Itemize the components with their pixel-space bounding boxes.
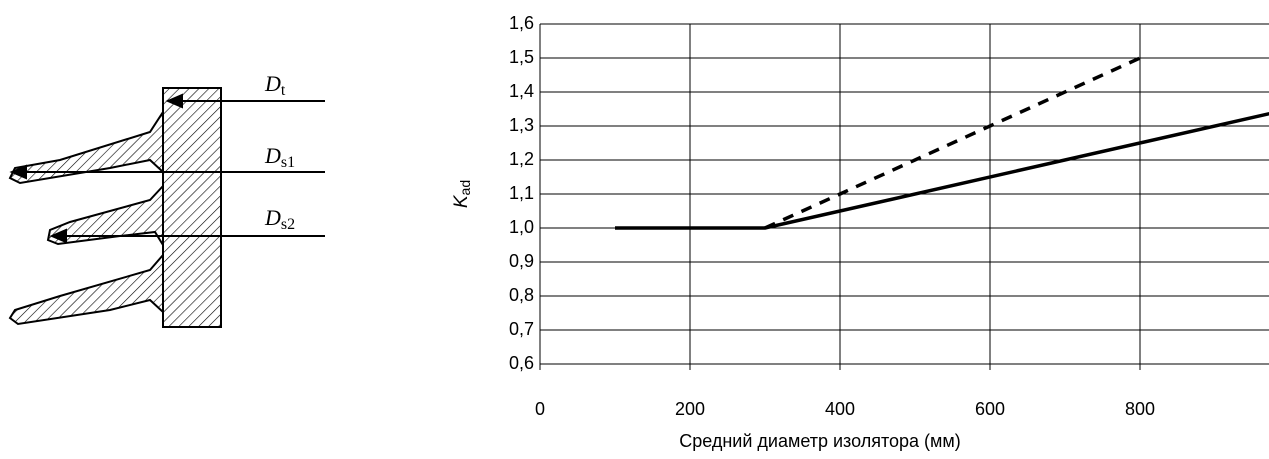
data-line (764, 56, 1141, 230)
diagram-label: Ds2 (264, 205, 295, 233)
label-main: D (264, 205, 281, 230)
label-sub: t (281, 82, 286, 99)
shed-2 (46, 183, 164, 249)
y-tick-label: 1,3 (509, 115, 534, 135)
x-tick-label: 0 (535, 399, 545, 419)
y-tick-label: 0,7 (509, 319, 534, 339)
y-tick-label: 0,8 (509, 285, 534, 305)
insulator-core (162, 87, 222, 328)
y-tick-label: 1,2 (509, 149, 534, 169)
y-tick-label: 1,6 (509, 13, 534, 33)
y-axis-label: Kad (451, 180, 473, 208)
arrow-head (9, 164, 27, 180)
label-main: D (264, 143, 281, 168)
diagram-label: Dt (264, 71, 286, 99)
y-label-sub: ad (457, 180, 473, 196)
insulator-diagram (8, 87, 325, 328)
x-tick-label: 200 (675, 399, 705, 419)
label-sub: s2 (281, 216, 295, 233)
diagram-label: Ds1 (264, 143, 295, 171)
y-tick-label: 0,9 (509, 251, 534, 271)
x-tick-label: 400 (825, 399, 855, 419)
shed-3 (8, 252, 164, 326)
data-line (615, 111, 1269, 230)
x-axis-label: Средний диаметр изолятора (мм) (679, 431, 961, 451)
x-tick-label: 600 (975, 399, 1005, 419)
label-sub: s1 (281, 154, 295, 171)
x-tick-label: 800 (1125, 399, 1155, 419)
y-tick-label: 1,4 (509, 81, 534, 101)
shed-1 (8, 108, 164, 185)
arrow-head (165, 93, 183, 109)
y-tick-label: 1,1 (509, 183, 534, 203)
label-main: D (264, 71, 281, 96)
y-tick-label: 0,6 (509, 353, 534, 373)
y-tick-label: 1,0 (509, 217, 534, 237)
y-tick-label: 1,5 (509, 47, 534, 67)
y-label-main: K (451, 194, 472, 208)
arrow-head (49, 228, 67, 244)
